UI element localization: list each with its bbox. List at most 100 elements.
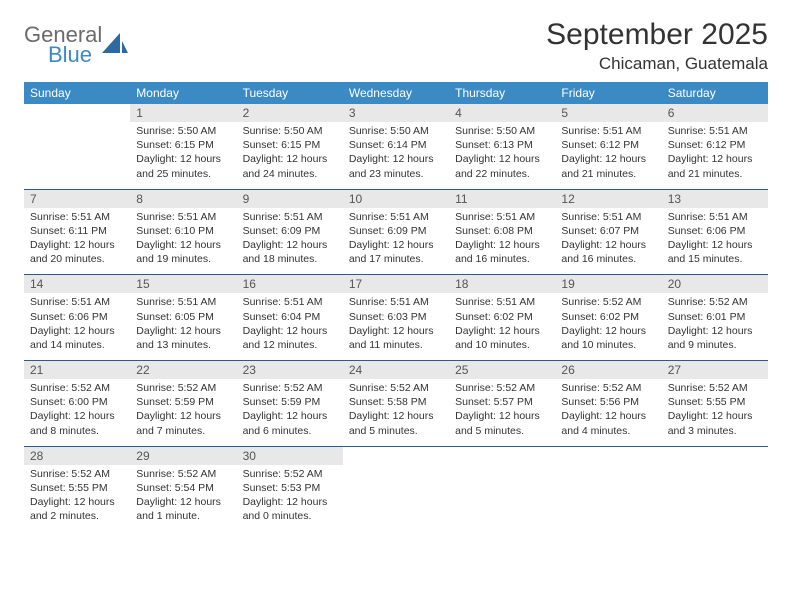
day-number-cell: 1 bbox=[130, 104, 236, 122]
day-number-cell: 26 bbox=[555, 361, 661, 379]
day-header: Sunday bbox=[24, 82, 130, 104]
daylight-text-1: Daylight: 12 hours bbox=[349, 324, 443, 338]
day-data-cell: Sunrise: 5:51 AMSunset: 6:09 PMDaylight:… bbox=[237, 208, 343, 275]
day-data-cell bbox=[555, 465, 661, 532]
logo-text: General Blue bbox=[24, 24, 102, 66]
daylight-text-2: and 8 minutes. bbox=[30, 424, 124, 438]
day-number-cell: 6 bbox=[662, 104, 768, 122]
sunset-text: Sunset: 5:59 PM bbox=[136, 395, 230, 409]
sunset-text: Sunset: 6:07 PM bbox=[561, 224, 655, 238]
daylight-text-1: Daylight: 12 hours bbox=[243, 409, 337, 423]
day-number-cell bbox=[662, 447, 768, 465]
daylight-text-2: and 13 minutes. bbox=[136, 338, 230, 352]
sunrise-text: Sunrise: 5:52 AM bbox=[349, 381, 443, 395]
day-number-cell: 14 bbox=[24, 275, 130, 293]
day-header: Tuesday bbox=[237, 82, 343, 104]
sunrise-text: Sunrise: 5:51 AM bbox=[30, 210, 124, 224]
sunrise-text: Sunrise: 5:52 AM bbox=[30, 381, 124, 395]
day-data-cell: Sunrise: 5:52 AMSunset: 5:57 PMDaylight:… bbox=[449, 379, 555, 446]
sunset-text: Sunset: 6:08 PM bbox=[455, 224, 549, 238]
day-data-cell: Sunrise: 5:50 AMSunset: 6:13 PMDaylight:… bbox=[449, 122, 555, 189]
day-header: Wednesday bbox=[343, 82, 449, 104]
sunset-text: Sunset: 6:06 PM bbox=[30, 310, 124, 324]
day-data-row: Sunrise: 5:52 AMSunset: 6:00 PMDaylight:… bbox=[24, 379, 768, 446]
sunset-text: Sunset: 6:06 PM bbox=[668, 224, 762, 238]
daylight-text-2: and 16 minutes. bbox=[561, 252, 655, 266]
day-number-cell: 30 bbox=[237, 447, 343, 465]
sunset-text: Sunset: 6:15 PM bbox=[136, 138, 230, 152]
sunrise-text: Sunrise: 5:52 AM bbox=[561, 295, 655, 309]
day-data-cell: Sunrise: 5:52 AMSunset: 5:53 PMDaylight:… bbox=[237, 465, 343, 532]
sunrise-text: Sunrise: 5:51 AM bbox=[561, 124, 655, 138]
day-data-cell: Sunrise: 5:52 AMSunset: 5:55 PMDaylight:… bbox=[662, 379, 768, 446]
daylight-text-2: and 1 minute. bbox=[136, 509, 230, 523]
day-data-cell: Sunrise: 5:51 AMSunset: 6:06 PMDaylight:… bbox=[662, 208, 768, 275]
daylight-text-2: and 22 minutes. bbox=[455, 167, 549, 181]
sunrise-text: Sunrise: 5:52 AM bbox=[668, 381, 762, 395]
day-data-cell: Sunrise: 5:52 AMSunset: 5:58 PMDaylight:… bbox=[343, 379, 449, 446]
sunset-text: Sunset: 6:04 PM bbox=[243, 310, 337, 324]
day-number-cell: 2 bbox=[237, 104, 343, 122]
logo-word2: Blue bbox=[48, 44, 102, 66]
day-data-cell: Sunrise: 5:52 AMSunset: 5:59 PMDaylight:… bbox=[130, 379, 236, 446]
daylight-text-2: and 7 minutes. bbox=[136, 424, 230, 438]
day-header: Monday bbox=[130, 82, 236, 104]
calendar-page: General Blue September 2025 Chicaman, Gu… bbox=[0, 0, 792, 531]
daylight-text-1: Daylight: 12 hours bbox=[30, 495, 124, 509]
day-data-cell: Sunrise: 5:51 AMSunset: 6:11 PMDaylight:… bbox=[24, 208, 130, 275]
daylight-text-1: Daylight: 12 hours bbox=[455, 324, 549, 338]
sunset-text: Sunset: 6:12 PM bbox=[561, 138, 655, 152]
daylight-text-1: Daylight: 12 hours bbox=[455, 409, 549, 423]
sunset-text: Sunset: 6:02 PM bbox=[455, 310, 549, 324]
sunset-text: Sunset: 5:58 PM bbox=[349, 395, 443, 409]
sunset-text: Sunset: 5:54 PM bbox=[136, 481, 230, 495]
day-data-cell bbox=[343, 465, 449, 532]
day-data-cell: Sunrise: 5:52 AMSunset: 6:01 PMDaylight:… bbox=[662, 293, 768, 360]
day-header: Saturday bbox=[662, 82, 768, 104]
location: Chicaman, Guatemala bbox=[546, 54, 768, 74]
day-data-row: Sunrise: 5:52 AMSunset: 5:55 PMDaylight:… bbox=[24, 465, 768, 532]
day-data-cell: Sunrise: 5:51 AMSunset: 6:06 PMDaylight:… bbox=[24, 293, 130, 360]
day-number-row: 78910111213 bbox=[24, 190, 768, 208]
day-data-cell: Sunrise: 5:52 AMSunset: 5:59 PMDaylight:… bbox=[237, 379, 343, 446]
daylight-text-1: Daylight: 12 hours bbox=[668, 324, 762, 338]
day-data-cell: Sunrise: 5:51 AMSunset: 6:12 PMDaylight:… bbox=[662, 122, 768, 189]
daylight-text-1: Daylight: 12 hours bbox=[668, 238, 762, 252]
day-number-cell: 18 bbox=[449, 275, 555, 293]
daylight-text-1: Daylight: 12 hours bbox=[561, 238, 655, 252]
sunrise-text: Sunrise: 5:52 AM bbox=[243, 381, 337, 395]
sunset-text: Sunset: 6:03 PM bbox=[349, 310, 443, 324]
day-data-cell: Sunrise: 5:51 AMSunset: 6:09 PMDaylight:… bbox=[343, 208, 449, 275]
day-data-cell bbox=[24, 122, 130, 189]
sunrise-text: Sunrise: 5:52 AM bbox=[561, 381, 655, 395]
day-number-cell: 5 bbox=[555, 104, 661, 122]
daylight-text-2: and 2 minutes. bbox=[30, 509, 124, 523]
daylight-text-1: Daylight: 12 hours bbox=[668, 152, 762, 166]
day-data-cell bbox=[449, 465, 555, 532]
sunset-text: Sunset: 5:55 PM bbox=[668, 395, 762, 409]
sunset-text: Sunset: 6:15 PM bbox=[243, 138, 337, 152]
day-data-cell: Sunrise: 5:51 AMSunset: 6:03 PMDaylight:… bbox=[343, 293, 449, 360]
daylight-text-1: Daylight: 12 hours bbox=[349, 152, 443, 166]
day-number-cell bbox=[555, 447, 661, 465]
sunset-text: Sunset: 5:56 PM bbox=[561, 395, 655, 409]
daylight-text-2: and 9 minutes. bbox=[668, 338, 762, 352]
day-number-cell: 27 bbox=[662, 361, 768, 379]
day-number-cell: 28 bbox=[24, 447, 130, 465]
title-block: September 2025 Chicaman, Guatemala bbox=[546, 18, 768, 74]
sunrise-text: Sunrise: 5:52 AM bbox=[668, 295, 762, 309]
day-number-cell: 15 bbox=[130, 275, 236, 293]
sunset-text: Sunset: 5:59 PM bbox=[243, 395, 337, 409]
sunrise-text: Sunrise: 5:50 AM bbox=[136, 124, 230, 138]
daylight-text-2: and 3 minutes. bbox=[668, 424, 762, 438]
day-number-cell: 10 bbox=[343, 190, 449, 208]
day-number-cell: 9 bbox=[237, 190, 343, 208]
day-data-cell: Sunrise: 5:52 AMSunset: 6:02 PMDaylight:… bbox=[555, 293, 661, 360]
sunrise-text: Sunrise: 5:51 AM bbox=[243, 295, 337, 309]
daylight-text-1: Daylight: 12 hours bbox=[243, 324, 337, 338]
daylight-text-2: and 24 minutes. bbox=[243, 167, 337, 181]
sunrise-text: Sunrise: 5:51 AM bbox=[243, 210, 337, 224]
daylight-text-1: Daylight: 12 hours bbox=[136, 238, 230, 252]
day-header: Friday bbox=[555, 82, 661, 104]
daylight-text-2: and 11 minutes. bbox=[349, 338, 443, 352]
